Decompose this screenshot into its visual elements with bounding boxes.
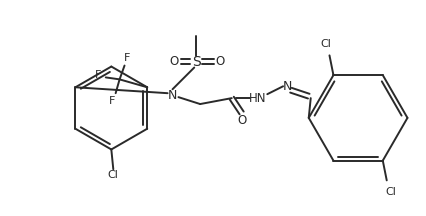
Text: F: F: [124, 53, 131, 63]
Text: Cl: Cl: [108, 170, 119, 180]
Text: F: F: [109, 96, 115, 106]
Text: F: F: [95, 70, 101, 80]
Text: N: N: [168, 89, 177, 102]
Text: O: O: [237, 114, 246, 127]
Text: O: O: [169, 55, 178, 68]
Text: Cl: Cl: [320, 38, 331, 49]
Text: HN: HN: [249, 92, 266, 105]
Text: Cl: Cl: [385, 187, 396, 197]
Text: N: N: [282, 80, 292, 93]
Text: S: S: [192, 55, 201, 69]
Text: O: O: [215, 55, 225, 68]
